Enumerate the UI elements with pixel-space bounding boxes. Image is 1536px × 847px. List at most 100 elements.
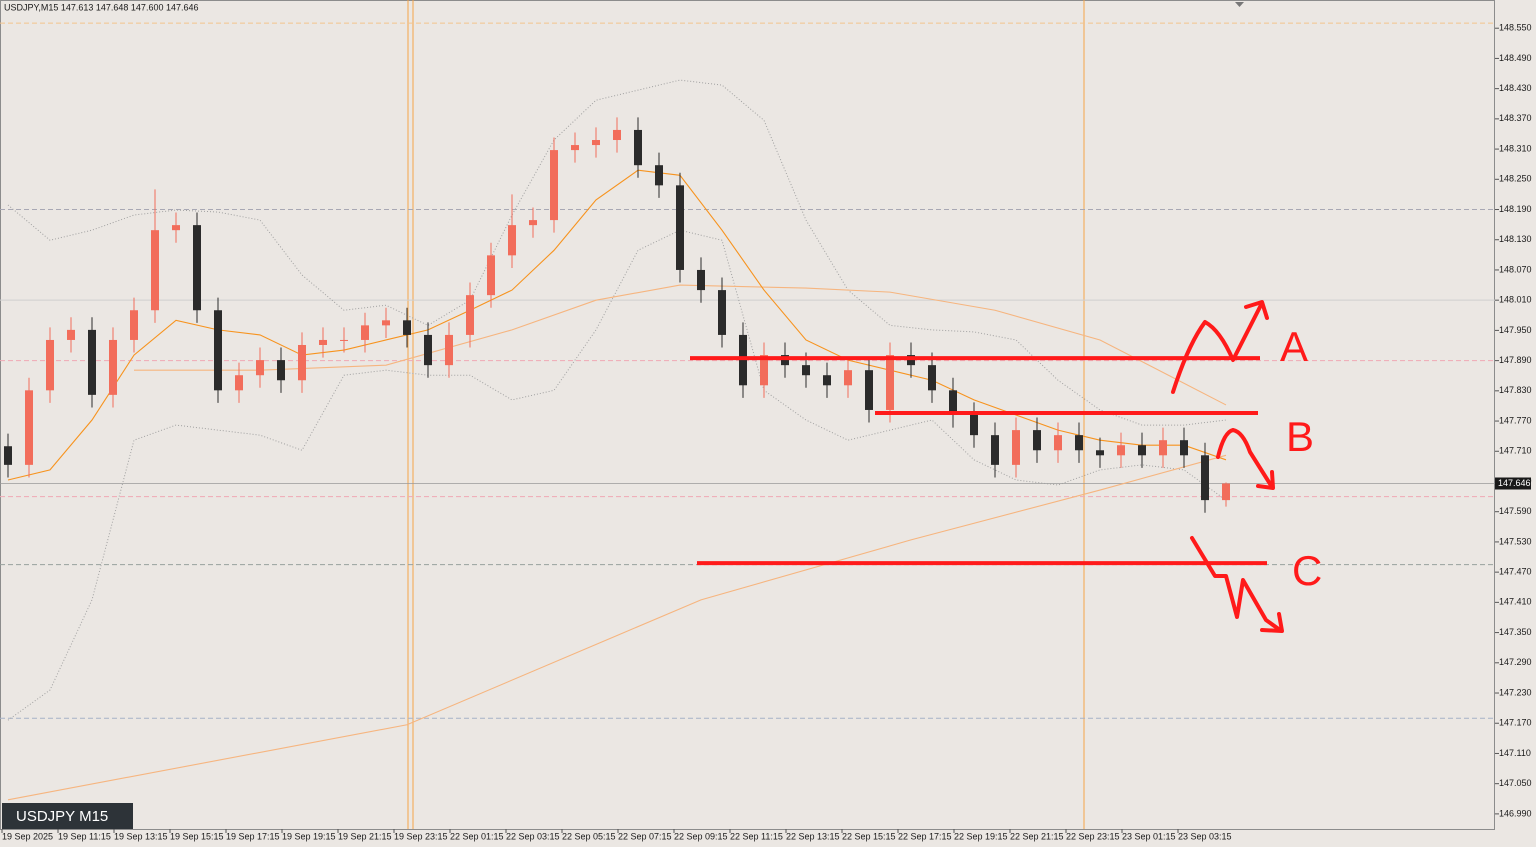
candle-body [361, 325, 369, 340]
candle-body [1201, 455, 1209, 501]
candles [4, 117, 1230, 513]
symbol-badge-text: USDJPY M15 [16, 808, 108, 825]
x-tick-label: 19 Sep 15:15 [170, 831, 224, 841]
x-tick-label: 19 Sep 17:15 [226, 831, 280, 841]
y-tick-label: 148.430 [1499, 83, 1532, 93]
candle-body [340, 339, 348, 341]
x-tick-label: 22 Sep 11:15 [730, 831, 783, 841]
candle-body [1033, 430, 1041, 451]
candle-body [739, 334, 747, 386]
candle-body [886, 355, 894, 410]
x-tick-label: 22 Sep 23:15 [1066, 831, 1120, 841]
y-tick-label: 147.530 [1499, 536, 1532, 546]
candle-body [277, 360, 285, 381]
candle-body [865, 370, 873, 410]
annotations: AB C [690, 323, 1322, 594]
x-tick-label: 22 Sep 07:15 [618, 831, 672, 841]
x-tick-label: 19 Sep 11:15 [58, 831, 111, 841]
y-tick-label: 147.350 [1499, 627, 1532, 637]
candle-body [109, 339, 117, 395]
candle-body [46, 339, 54, 391]
candle-body [445, 334, 453, 366]
x-tick-label: 22 Sep 13:15 [786, 831, 840, 841]
candle-body [592, 140, 600, 146]
x-tick-label: 19 Sep 13:15 [114, 831, 168, 841]
candle-body [718, 290, 726, 335]
candle-body [802, 365, 810, 376]
candle-body [298, 344, 306, 381]
candle-body [130, 310, 138, 340]
chart-header: USDJPY,M15 147.613 147.648 147.600 147.6… [4, 2, 199, 12]
indicator-line [7, 229, 1227, 721]
y-tick-label: 147.410 [1499, 597, 1532, 607]
indicator-line [7, 79, 1227, 426]
y-tick-label: 148.130 [1499, 234, 1532, 244]
x-tick-label: 22 Sep 15:15 [842, 831, 896, 841]
candle-body [193, 225, 201, 311]
x-tick-label: 19 Sep 19:15 [282, 831, 336, 841]
candle-body [256, 360, 264, 376]
x-tick-label: 22 Sep 17:15 [898, 831, 952, 841]
candle-body [844, 370, 852, 386]
candle-body [571, 145, 579, 151]
candle-body [1117, 445, 1125, 456]
x-tick-label: 22 Sep 09:15 [674, 831, 728, 841]
y-tick-label: 147.470 [1499, 567, 1532, 577]
y-tick-label: 147.770 [1499, 415, 1532, 425]
indicator-line [7, 169, 1227, 481]
y-tick-label: 148.490 [1499, 53, 1532, 63]
candle-body [67, 329, 75, 340]
candle-body [1138, 445, 1146, 456]
arrowhead [1244, 300, 1269, 320]
symbol-badge [2, 803, 133, 829]
candle-body [466, 295, 474, 335]
candle-body [25, 390, 33, 465]
arrowhead [1256, 470, 1275, 490]
candle-body [949, 390, 957, 416]
current-price-label: 147.646 [1498, 478, 1531, 488]
y-tick-label: 148.310 [1499, 143, 1532, 153]
y-tick-label: 148.370 [1499, 113, 1532, 123]
candle-body [928, 365, 936, 391]
candle-body [1222, 483, 1230, 501]
x-tick-label: 19 Sep 23:15 [394, 831, 448, 841]
candle-body [172, 225, 180, 231]
candle-body [1096, 450, 1104, 456]
y-tick-label: 147.890 [1499, 355, 1532, 365]
candle-body [760, 355, 768, 386]
y-tick-label: 147.290 [1499, 657, 1532, 667]
x-tick-label: 22 Sep 21:15 [1010, 831, 1064, 841]
candle-body [403, 320, 411, 335]
hand-drawn-arrows [1171, 300, 1284, 633]
x-tick-label: 19 Sep 2025 [2, 831, 53, 841]
y-tick-label: 148.250 [1499, 174, 1532, 184]
y-tick-label: 147.110 [1499, 748, 1531, 758]
x-tick-label: 19 Sep 21:15 [338, 831, 392, 841]
candle-body [823, 375, 831, 386]
candle-body [319, 339, 327, 345]
y-tick-label: 147.830 [1499, 385, 1532, 395]
x-tick-label: 23 Sep 03:15 [1178, 831, 1232, 841]
annotation-label: C [1292, 547, 1322, 594]
candle-body [1054, 435, 1062, 451]
annotation-label: B [1286, 413, 1314, 460]
candle-body [1159, 440, 1167, 456]
y-tick-label: 148.190 [1499, 204, 1532, 214]
candle-body [151, 230, 159, 311]
y-tick-label: 147.050 [1499, 778, 1532, 788]
candle-body [1075, 435, 1083, 451]
y-tick-label: 147.230 [1499, 687, 1532, 697]
arrow-down [1190, 536, 1282, 632]
y-tick-label: 148.010 [1499, 295, 1532, 305]
y-tick-label: 147.590 [1499, 506, 1532, 516]
candle-body [424, 334, 432, 366]
arrowhead [1260, 612, 1284, 633]
candle-body [529, 220, 537, 226]
candle-body [991, 435, 999, 465]
candle-body [88, 329, 96, 395]
x-tick-label: 22 Sep 19:15 [954, 831, 1008, 841]
candle-body [676, 185, 684, 270]
